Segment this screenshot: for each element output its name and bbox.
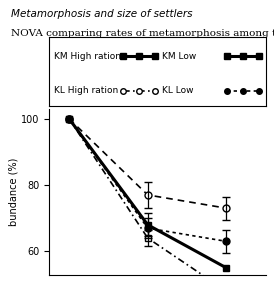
Text: Metamorphosis and size of settlers: Metamorphosis and size of settlers xyxy=(11,9,192,19)
Text: KL High ration: KL High ration xyxy=(54,86,118,95)
Y-axis label: bundance (%): bundance (%) xyxy=(8,157,18,226)
Text: KL Low: KL Low xyxy=(162,86,193,95)
Text: KM Low: KM Low xyxy=(162,52,196,61)
Text: KM High ration: KM High ration xyxy=(54,52,121,61)
Text: NOVA comparing rates of metamorphosis among t: NOVA comparing rates of metamorphosis am… xyxy=(11,29,274,37)
